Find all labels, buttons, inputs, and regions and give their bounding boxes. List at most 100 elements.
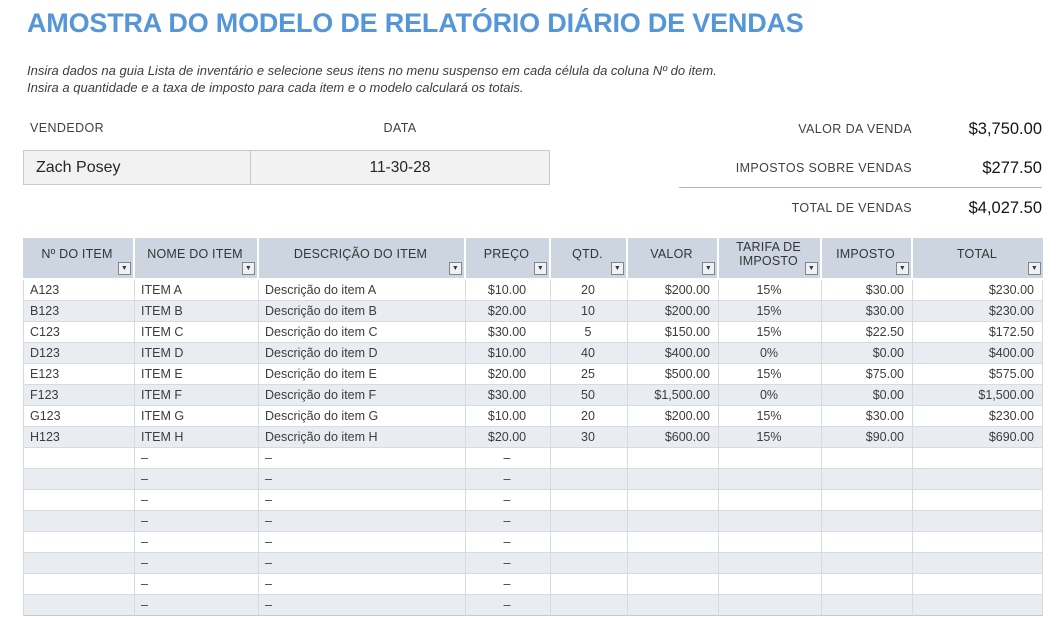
filter-dropdown-button[interactable]: ▼ [1028, 262, 1041, 275]
table-cell[interactable] [551, 595, 628, 616]
table-cell[interactable]: ITEM B [135, 301, 259, 322]
table-cell[interactable]: – [259, 490, 466, 511]
table-cell[interactable]: ITEM H [135, 427, 259, 448]
table-cell[interactable] [719, 574, 822, 595]
table-cell[interactable]: ITEM G [135, 406, 259, 427]
table-cell[interactable]: 15% [719, 322, 822, 343]
table-cell[interactable]: 50 [551, 385, 628, 406]
table-cell[interactable] [551, 532, 628, 553]
table-cell[interactable]: $400.00 [628, 343, 719, 364]
table-cell[interactable]: $30.00 [466, 322, 551, 343]
table-cell[interactable] [719, 553, 822, 574]
table-cell[interactable]: ITEM E [135, 364, 259, 385]
table-cell[interactable] [551, 490, 628, 511]
table-cell[interactable]: 5 [551, 322, 628, 343]
table-cell[interactable]: – [135, 490, 259, 511]
table-cell[interactable]: – [466, 469, 551, 490]
table-cell[interactable]: C123 [23, 322, 135, 343]
table-cell[interactable]: – [135, 511, 259, 532]
table-cell[interactable]: – [259, 595, 466, 616]
table-cell[interactable]: – [259, 511, 466, 532]
table-cell[interactable] [913, 595, 1043, 616]
filter-dropdown-button[interactable]: ▼ [805, 262, 818, 275]
table-cell[interactable]: $200.00 [628, 301, 719, 322]
table-cell[interactable]: Descrição do item D [259, 343, 466, 364]
table-cell[interactable] [628, 553, 719, 574]
table-cell[interactable] [822, 574, 913, 595]
table-cell[interactable]: Descrição do item B [259, 301, 466, 322]
table-cell[interactable]: – [466, 595, 551, 616]
table-cell[interactable] [628, 469, 719, 490]
table-cell[interactable]: $230.00 [913, 280, 1043, 301]
table-cell[interactable]: $600.00 [628, 427, 719, 448]
table-cell[interactable] [23, 448, 135, 469]
table-cell[interactable]: – [135, 448, 259, 469]
date-value-cell[interactable]: 11-30-28 [369, 158, 431, 176]
table-cell[interactable]: ITEM C [135, 322, 259, 343]
table-cell[interactable]: – [259, 532, 466, 553]
table-cell[interactable]: $1,500.00 [913, 385, 1043, 406]
table-cell[interactable]: $10.00 [466, 406, 551, 427]
table-cell[interactable] [719, 595, 822, 616]
table-cell[interactable]: $75.00 [822, 364, 913, 385]
table-cell[interactable] [913, 574, 1043, 595]
table-cell[interactable]: Descrição do item G [259, 406, 466, 427]
table-cell[interactable]: Descrição do item A [259, 280, 466, 301]
table-cell[interactable]: 15% [719, 427, 822, 448]
table-cell[interactable]: $200.00 [628, 280, 719, 301]
table-cell[interactable]: – [466, 511, 551, 532]
filter-dropdown-button[interactable]: ▼ [534, 262, 547, 275]
filter-dropdown-button[interactable]: ▼ [611, 262, 624, 275]
vendor-value-cell[interactable]: Zach Posey [24, 151, 251, 184]
table-cell[interactable]: – [135, 574, 259, 595]
table-cell[interactable] [23, 574, 135, 595]
table-cell[interactable]: $230.00 [913, 406, 1043, 427]
table-cell[interactable]: 25 [551, 364, 628, 385]
table-cell[interactable] [551, 469, 628, 490]
table-cell[interactable]: – [135, 595, 259, 616]
table-cell[interactable] [23, 532, 135, 553]
table-cell[interactable]: – [259, 574, 466, 595]
table-cell[interactable] [23, 469, 135, 490]
table-cell[interactable] [719, 532, 822, 553]
table-cell[interactable]: $90.00 [822, 427, 913, 448]
table-cell[interactable] [822, 511, 913, 532]
table-cell[interactable]: ITEM F [135, 385, 259, 406]
table-cell[interactable] [822, 553, 913, 574]
table-cell[interactable] [822, 490, 913, 511]
table-cell[interactable]: Descrição do item E [259, 364, 466, 385]
table-cell[interactable]: $10.00 [466, 343, 551, 364]
filter-dropdown-button[interactable]: ▼ [702, 262, 715, 275]
table-cell[interactable]: 40 [551, 343, 628, 364]
table-cell[interactable] [551, 511, 628, 532]
table-cell[interactable] [551, 574, 628, 595]
table-cell[interactable] [913, 490, 1043, 511]
table-cell[interactable]: – [466, 553, 551, 574]
table-cell[interactable]: – [135, 553, 259, 574]
table-cell[interactable] [913, 448, 1043, 469]
table-cell[interactable] [23, 511, 135, 532]
table-cell[interactable] [822, 448, 913, 469]
table-cell[interactable]: E123 [23, 364, 135, 385]
table-cell[interactable] [23, 595, 135, 616]
table-cell[interactable]: – [466, 532, 551, 553]
table-cell[interactable] [913, 532, 1043, 553]
table-cell[interactable]: $200.00 [628, 406, 719, 427]
table-cell[interactable]: 0% [719, 385, 822, 406]
filter-dropdown-button[interactable]: ▼ [896, 262, 909, 275]
table-cell[interactable]: $150.00 [628, 322, 719, 343]
table-cell[interactable] [822, 595, 913, 616]
table-cell[interactable]: Descrição do item F [259, 385, 466, 406]
table-cell[interactable] [628, 595, 719, 616]
table-cell[interactable] [719, 448, 822, 469]
table-cell[interactable]: 15% [719, 301, 822, 322]
filter-dropdown-button[interactable]: ▼ [449, 262, 462, 275]
table-cell[interactable]: 15% [719, 364, 822, 385]
table-cell[interactable]: – [135, 532, 259, 553]
table-cell[interactable] [23, 553, 135, 574]
table-cell[interactable] [23, 490, 135, 511]
table-cell[interactable]: D123 [23, 343, 135, 364]
table-cell[interactable]: Descrição do item H [259, 427, 466, 448]
table-cell[interactable]: B123 [23, 301, 135, 322]
table-cell[interactable]: 20 [551, 280, 628, 301]
